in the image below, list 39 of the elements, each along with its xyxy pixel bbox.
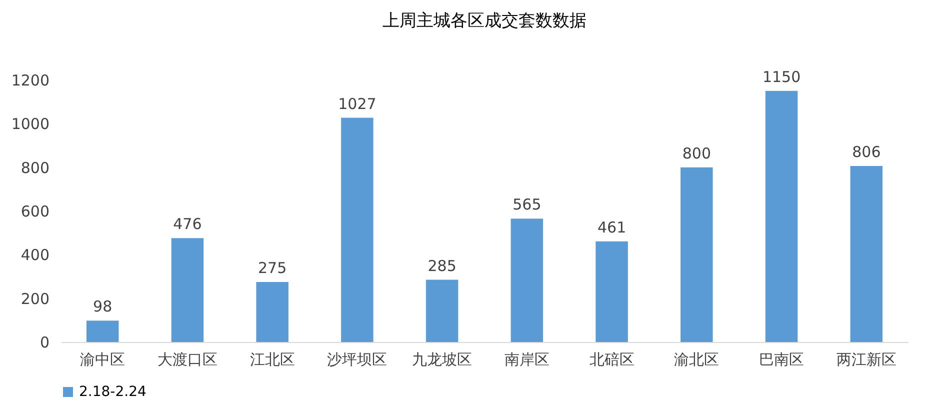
- bar: [765, 90, 798, 342]
- bar: [850, 166, 883, 342]
- data-label: 1150: [762, 68, 801, 86]
- data-label: 806: [852, 143, 881, 162]
- data-label: 98: [93, 298, 112, 316]
- bar: [510, 218, 544, 342]
- data-label: 476: [173, 215, 202, 234]
- x-tick-label: 大渡口区: [157, 350, 218, 368]
- x-tick-label: 南岸区: [504, 350, 550, 368]
- bar: [426, 280, 458, 342]
- data-label: 461: [597, 218, 626, 236]
- chart-title: 上周主城各区成交套数数据: [382, 10, 586, 31]
- y-tick-label: 0: [40, 334, 50, 352]
- data-label: 275: [258, 258, 287, 277]
- x-tick-label: 巴南区: [759, 350, 804, 368]
- y-tick-label: 1000: [11, 115, 50, 134]
- x-tick-label: 渝中区: [80, 350, 126, 368]
- bar: [596, 241, 628, 342]
- x-tick-label: 两江新区: [836, 350, 896, 368]
- y-tick-label: 400: [20, 246, 50, 264]
- y-tick-label: 1200: [11, 72, 50, 90]
- y-tick-label: 800: [20, 158, 50, 177]
- x-tick-label: 渝北区: [674, 350, 720, 368]
- y-tick-label: 200: [20, 290, 50, 308]
- bar: [86, 320, 119, 342]
- x-tick-label: 江北区: [250, 350, 295, 368]
- x-tick-label: 北碚区: [589, 350, 634, 368]
- x-tick-label: 九龙坡区: [412, 350, 472, 368]
- x-tick-label: 沙坪坝区: [327, 350, 388, 368]
- y-tick-label: 600: [20, 202, 50, 220]
- data-label: 1027: [338, 94, 376, 113]
- legend-label: 2.18-2.24: [79, 384, 146, 400]
- bar: [680, 167, 713, 342]
- data-label: 800: [682, 144, 711, 162]
- data-label: 285: [428, 256, 456, 275]
- bar: [256, 282, 288, 342]
- bar: [341, 118, 374, 342]
- data-label: 565: [512, 196, 542, 214]
- bar: [171, 238, 204, 342]
